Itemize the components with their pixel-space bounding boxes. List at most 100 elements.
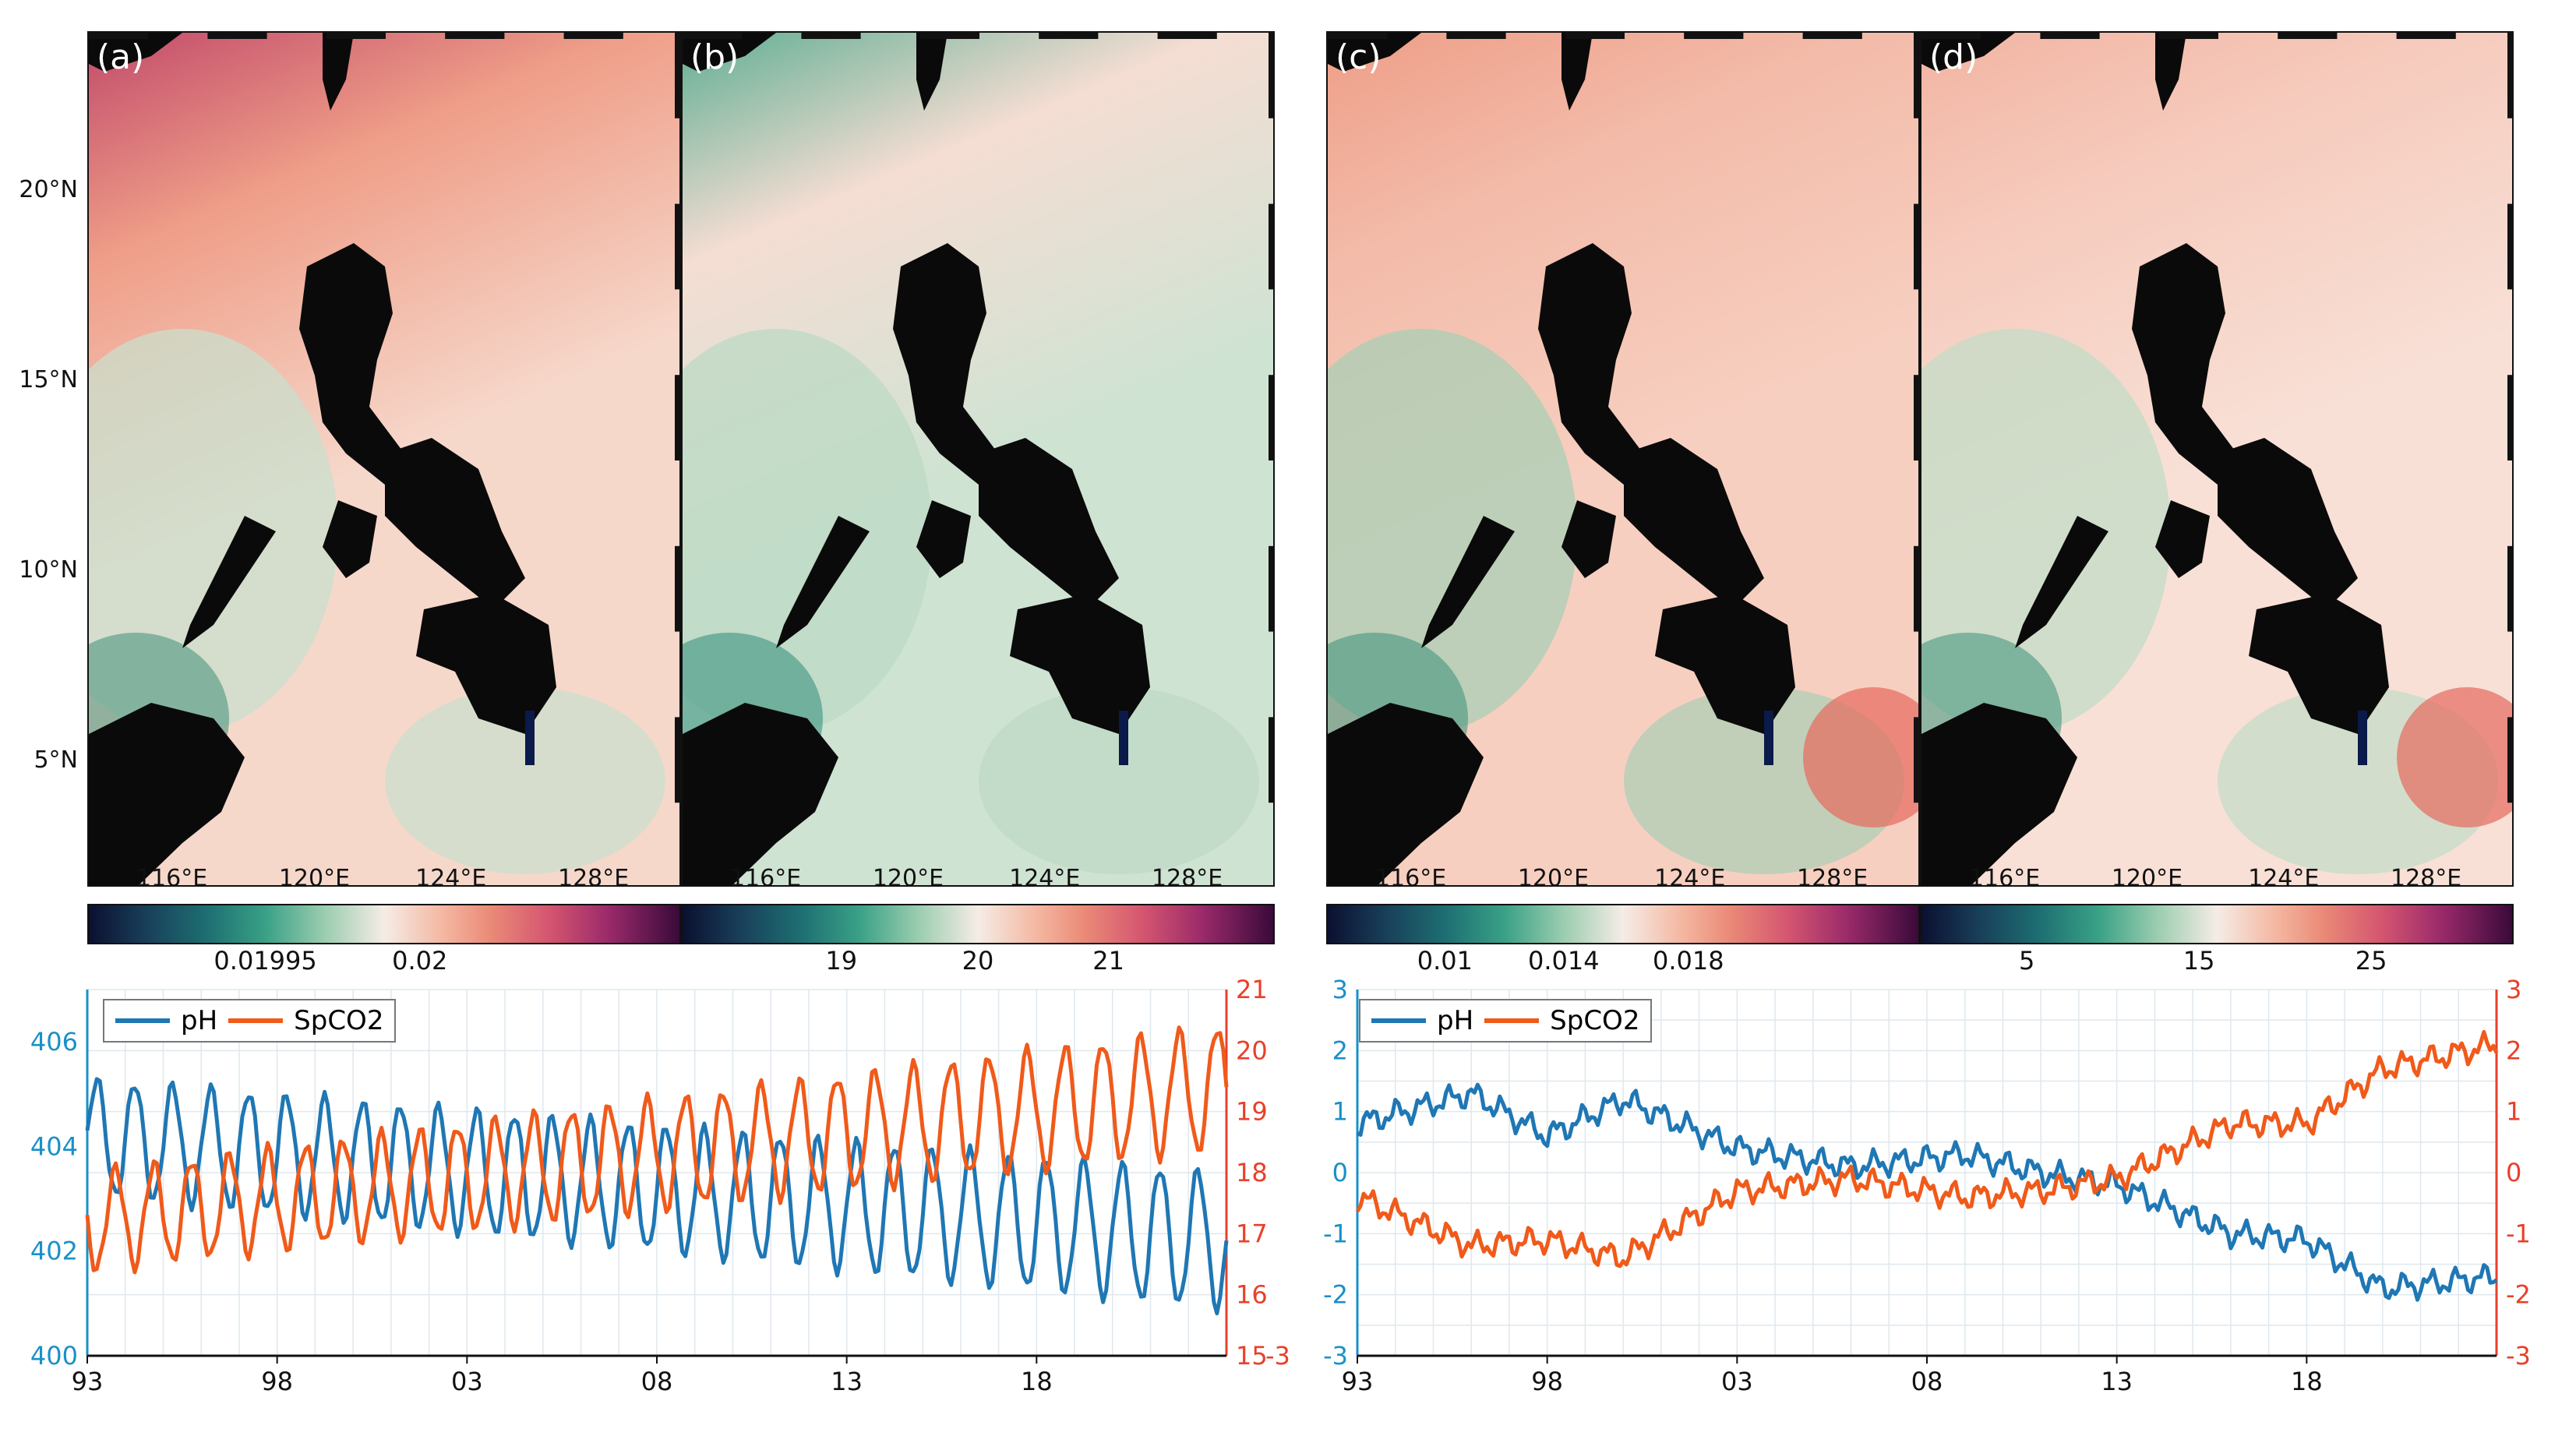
lon-tick-label: 116°E bbox=[1374, 865, 1447, 892]
colorbar-tick-label: 0.01 bbox=[1417, 946, 1473, 976]
x-tick-label: 08 bbox=[1911, 1367, 1943, 1396]
map-panel-d: (d) bbox=[1920, 31, 2514, 887]
panel-label: (a) bbox=[97, 37, 145, 77]
lon-tick-label: 124°E bbox=[415, 865, 487, 892]
colorbar-tick-label: 25 bbox=[2355, 946, 2387, 976]
legend-swatch-ph bbox=[115, 1018, 170, 1023]
y-right-tick-label: -3 bbox=[2506, 1341, 2531, 1371]
x-tick-label: 13 bbox=[2101, 1367, 2133, 1396]
legend-entry: pH bbox=[181, 1005, 218, 1036]
colorbar-tick-label: 0.02 bbox=[392, 946, 448, 976]
y-right-tick-label: 19 bbox=[1236, 1097, 1268, 1127]
legend-right: pH SpCO2 bbox=[1359, 999, 1653, 1043]
x-tick-label: 03 bbox=[451, 1367, 483, 1396]
colorbar-tick-label: 21 bbox=[1092, 946, 1124, 976]
map-frame bbox=[1328, 33, 1918, 803]
legend-swatch-spco2 bbox=[1484, 1018, 1540, 1023]
x-tick-label: 18 bbox=[2291, 1367, 2323, 1396]
y-left-tick-label: 400 bbox=[30, 1341, 78, 1371]
series-line-spco2 bbox=[85, 1025, 1229, 1275]
colorbar-tick-label: 19 bbox=[825, 946, 858, 976]
x-tick-label: 98 bbox=[1531, 1367, 1563, 1396]
y-right-tick-label: -2 bbox=[2506, 1280, 2531, 1310]
map-frame bbox=[89, 33, 679, 803]
colorbar bbox=[681, 904, 1275, 944]
x-tick-label: 93 bbox=[72, 1367, 104, 1396]
colorbar-tick-label: 5 bbox=[2018, 946, 2035, 976]
lon-tick-label: 128°E bbox=[557, 865, 630, 892]
map-frame bbox=[1921, 33, 2512, 803]
y-right-tick-label: 2 bbox=[2506, 1036, 2521, 1065]
lon-tick-label: 128°E bbox=[2390, 865, 2462, 892]
lat-tick-label: 20°N bbox=[19, 176, 78, 203]
x-tick-label: 93 bbox=[1342, 1367, 1374, 1396]
series-line-ph bbox=[85, 1077, 1229, 1316]
y-right-tick-label: 15 bbox=[1236, 1341, 1268, 1371]
y-right-tick-label: 1 bbox=[2506, 1097, 2521, 1127]
series-line-spco2 bbox=[1355, 1029, 2499, 1268]
x-tick-label: 08 bbox=[641, 1367, 673, 1396]
panel-label: (c) bbox=[1336, 37, 1382, 77]
y-left-tick-label: 402 bbox=[30, 1237, 78, 1266]
y-left-tick-label: 1 bbox=[1332, 1097, 1348, 1127]
lon-tick-label: 120°E bbox=[1517, 865, 1590, 892]
panel-label: (d) bbox=[1929, 37, 1978, 77]
y-left-tick-label: 3 bbox=[1332, 975, 1348, 1004]
map-canvas bbox=[1328, 33, 1918, 885]
colorbar-tick-label: 0.01995 bbox=[213, 946, 317, 976]
legend-left: pH SpCO2 bbox=[103, 999, 397, 1043]
lon-tick-label: 124°E bbox=[2248, 865, 2320, 892]
legend-swatch-spco2 bbox=[228, 1018, 284, 1023]
y-right-tick-label: 0 bbox=[2506, 1158, 2521, 1187]
panel-label: (b) bbox=[690, 37, 739, 77]
y-right-tick-label: -3 bbox=[1265, 1341, 1290, 1371]
y-left-tick-label: -2 bbox=[1323, 1280, 1348, 1310]
map-panel-b: (b) bbox=[681, 31, 1275, 887]
lat-tick-label: 5°N bbox=[34, 746, 78, 774]
legend-swatch-ph bbox=[1371, 1018, 1426, 1023]
colorbar bbox=[87, 904, 681, 944]
y-left-tick-label: 0 bbox=[1332, 1158, 1348, 1187]
map-canvas bbox=[1921, 33, 2512, 885]
x-tick-label: 98 bbox=[261, 1367, 293, 1396]
legend-entry: pH bbox=[1437, 1005, 1474, 1036]
y-left-tick-label: 2 bbox=[1332, 1036, 1348, 1065]
map-panel-c: (c) bbox=[1326, 31, 1920, 887]
lon-tick-label: 116°E bbox=[729, 865, 802, 892]
y-left-tick-label: -1 bbox=[1323, 1219, 1348, 1248]
y-right-tick-label: 17 bbox=[1236, 1219, 1268, 1248]
colorbar bbox=[1326, 904, 1920, 944]
map-panel-a: (a) bbox=[87, 31, 681, 887]
colorbar-tick-label: 0.014 bbox=[1527, 946, 1600, 976]
colorbar-tick-label: 20 bbox=[962, 946, 994, 976]
map-canvas bbox=[683, 33, 1273, 885]
series-line-ph bbox=[1356, 1082, 2498, 1302]
lon-tick-label: 120°E bbox=[278, 865, 351, 892]
x-tick-label: 03 bbox=[1721, 1367, 1753, 1396]
y-left-tick-label: -3 bbox=[1323, 1341, 1348, 1371]
lat-tick-label: 15°N bbox=[19, 366, 78, 393]
y-left-tick-label: 406 bbox=[30, 1027, 78, 1057]
lon-tick-label: 120°E bbox=[872, 865, 944, 892]
colorbar bbox=[1920, 904, 2514, 944]
x-tick-label: 18 bbox=[1021, 1367, 1053, 1396]
lat-tick-label: 10°N bbox=[19, 556, 78, 584]
map-frame bbox=[683, 33, 1273, 803]
lon-tick-label: 128°E bbox=[1796, 865, 1868, 892]
lon-tick-label: 128°E bbox=[1151, 865, 1223, 892]
map-canvas bbox=[89, 33, 679, 885]
colorbar-tick-label: 15 bbox=[2183, 946, 2215, 976]
lon-tick-label: 116°E bbox=[136, 865, 208, 892]
y-right-tick-label: 21 bbox=[1236, 975, 1268, 1004]
x-tick-label: 13 bbox=[831, 1367, 863, 1396]
legend-entry: SpCO2 bbox=[294, 1005, 384, 1036]
lon-tick-label: 124°E bbox=[1009, 865, 1081, 892]
y-right-tick-label: 16 bbox=[1236, 1280, 1268, 1310]
y-left-tick-label: 404 bbox=[30, 1131, 78, 1161]
lon-tick-label: 124°E bbox=[1654, 865, 1726, 892]
y-right-tick-label: -1 bbox=[2506, 1219, 2531, 1248]
colorbar-tick-label: 0.018 bbox=[1653, 946, 1724, 976]
y-right-tick-label: 20 bbox=[1236, 1036, 1268, 1065]
lon-tick-label: 120°E bbox=[2111, 865, 2183, 892]
